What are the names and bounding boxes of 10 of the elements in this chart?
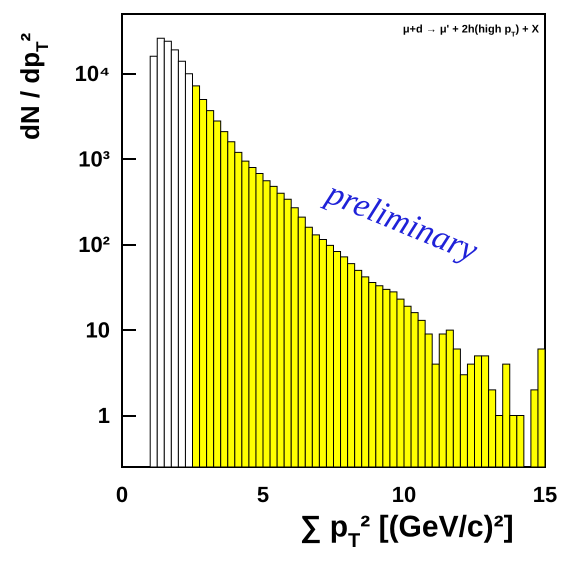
y-tick-label: 10³ (78, 146, 110, 172)
y-tick-label: 10⁴ (74, 61, 110, 86)
x-tick-label: 15 (532, 482, 558, 508)
y-tick-label: 10 (86, 318, 110, 343)
y-tick-label: 10² (78, 232, 110, 258)
y-tick-label: 1 (98, 403, 110, 428)
x-tick-label: 0 (116, 482, 128, 508)
x-tick-label: 5 (256, 482, 270, 508)
y-axis-title: dN / dpT² (15, 32, 52, 140)
x-tick-label: 10 (392, 482, 416, 508)
